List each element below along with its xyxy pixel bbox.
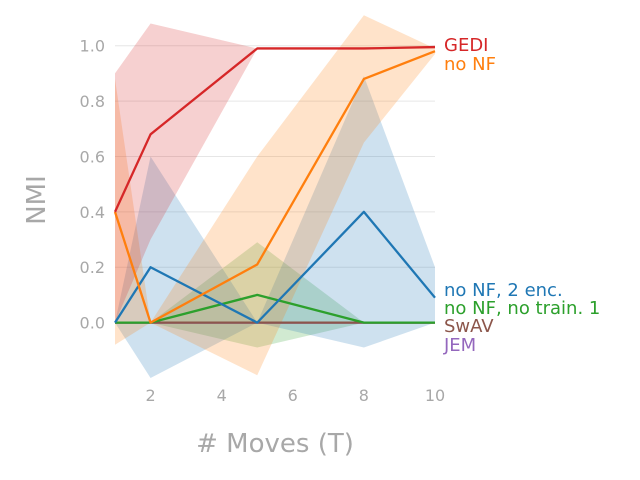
y-axis-ticks: 0.0 0.2 0.4 0.6 0.8 1.0 (80, 37, 105, 333)
x-tick-label: 10 (425, 386, 445, 405)
x-tick-label: 8 (359, 386, 369, 405)
line-no-nf (113, 50, 436, 324)
series-label-gedi: GEDI (444, 35, 489, 56)
series-label-jem: JEM (443, 335, 476, 356)
line-no-nf-no-train-1 (115, 293, 435, 324)
y-tick-label: 1.0 (80, 37, 105, 56)
x-axis-ticks: 2 4 6 8 10 (145, 386, 445, 405)
x-axis-label: # Moves (T) (196, 429, 354, 459)
series-label-no-nf: no NF (444, 54, 496, 75)
series-label-swav: SwAV (444, 316, 494, 337)
x-tick-label: 6 (288, 386, 298, 405)
y-tick-label: 0.8 (80, 92, 105, 111)
series-label-no-nf-no-train-1: no NF, no train. 1 (444, 298, 600, 319)
y-tick-label: 0.0 (80, 314, 105, 333)
band-no-nf (115, 15, 435, 376)
series-lines (113, 45, 436, 324)
y-axis-label: NMI (22, 175, 52, 225)
y-tick-label: 0.4 (80, 203, 105, 222)
x-tick-label: 2 (145, 386, 155, 405)
y-tick-label: 0.6 (80, 147, 105, 166)
band-no-nf-2-enc (115, 76, 435, 379)
x-tick-label: 4 (217, 386, 227, 405)
line-gedi (113, 45, 436, 213)
y-tick-label: 0.2 (80, 258, 105, 277)
series-label-no-nf-2-enc: no NF, 2 enc. (444, 280, 563, 301)
